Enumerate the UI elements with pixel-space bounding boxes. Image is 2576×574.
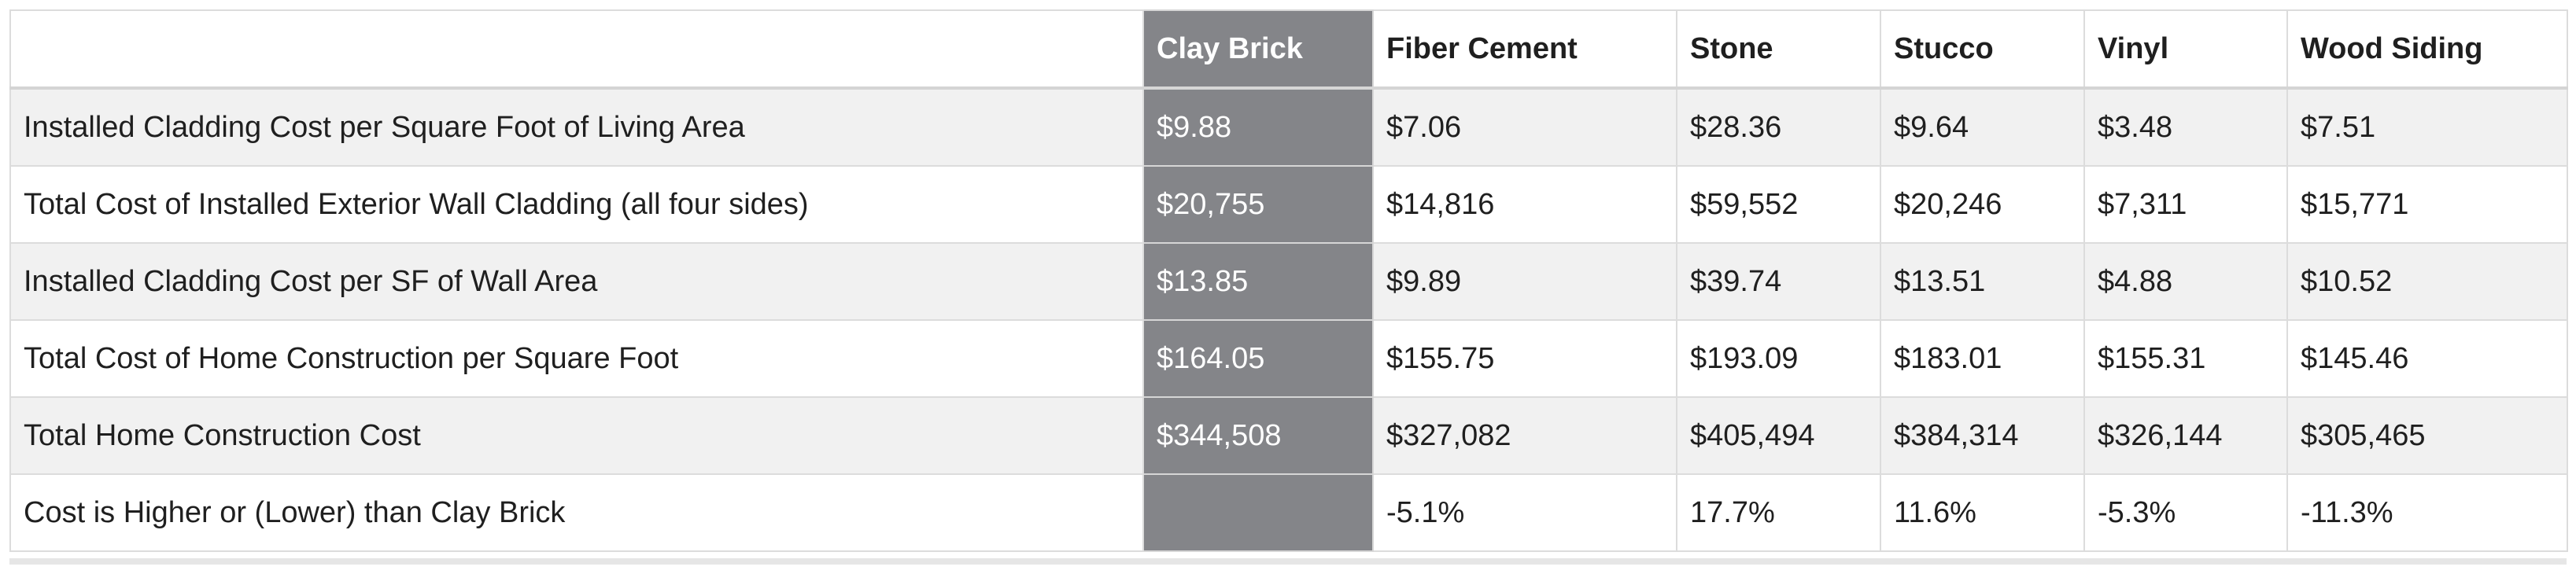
cell-stone: $193.09 [1676,319,1881,398]
cell-wood-siding: $305,465 [2286,396,2568,475]
cell-wood-siding: $145.46 [2286,319,2568,398]
cell-wood-siding: $10.52 [2286,242,2568,321]
cladding-cost-table-container: Clay Brick Fiber Cement Stone Stucco Vin… [9,9,2568,565]
table-row: Total Home Construction Cost $344,508 $3… [9,396,2568,475]
table-row: Installed Cladding Cost per SF of Wall A… [9,242,2568,321]
cell-wood-siding: $15,771 [2286,165,2568,244]
cell-fiber-cement: $14,816 [1372,165,1677,244]
cell-fiber-cement: $7.06 [1372,87,1677,167]
cell-stucco: $20,246 [1880,165,2085,244]
cell-wood-siding: $7.51 [2286,87,2568,167]
cell-clay-brick: $344,508 [1142,396,1374,475]
cell-vinyl: $155.31 [2083,319,2288,398]
header-blank [9,9,1144,90]
cladding-cost-table: Clay Brick Fiber Cement Stone Stucco Vin… [9,9,2568,552]
header-wood-siding: Wood Siding [2286,9,2568,90]
header-stone: Stone [1676,9,1881,90]
table-bottom-border [9,558,2567,565]
cell-stone: $28.36 [1676,87,1881,167]
cell-stucco: $9.64 [1880,87,2085,167]
header-clay-brick: Clay Brick [1142,9,1374,90]
cell-stucco: $183.01 [1880,319,2085,398]
cell-clay-brick: $9.88 [1142,87,1374,167]
cell-stone: $39.74 [1676,242,1881,321]
table-row: Total Cost of Installed Exterior Wall Cl… [9,165,2568,244]
cell-stone: 17.7% [1676,473,1881,552]
row-label: Total Cost of Installed Exterior Wall Cl… [9,165,1144,244]
table-row: Total Cost of Home Construction per Squa… [9,319,2568,398]
cell-vinyl: $326,144 [2083,396,2288,475]
cell-stone: $405,494 [1676,396,1881,475]
cell-fiber-cement: $327,082 [1372,396,1677,475]
cell-clay-brick: $20,755 [1142,165,1374,244]
row-label: Total Home Construction Cost [9,396,1144,475]
row-label: Total Cost of Home Construction per Squa… [9,319,1144,398]
row-label: Cost is Higher or (Lower) than Clay Bric… [9,473,1144,552]
cell-stucco: $13.51 [1880,242,2085,321]
cell-clay-brick [1142,473,1374,552]
header-fiber-cement: Fiber Cement [1372,9,1677,90]
cell-fiber-cement: -5.1% [1372,473,1677,552]
row-label: Installed Cladding Cost per Square Foot … [9,87,1144,167]
cell-fiber-cement: $155.75 [1372,319,1677,398]
cell-clay-brick: $13.85 [1142,242,1374,321]
header-stucco: Stucco [1880,9,2085,90]
cell-vinyl: $3.48 [2083,87,2288,167]
cell-vinyl: $7,311 [2083,165,2288,244]
cell-stucco: 11.6% [1880,473,2085,552]
cell-clay-brick: $164.05 [1142,319,1374,398]
cell-stucco: $384,314 [1880,396,2085,475]
cell-fiber-cement: $9.89 [1372,242,1677,321]
cell-wood-siding: -11.3% [2286,473,2568,552]
header-vinyl: Vinyl [2083,9,2288,90]
table-row: Installed Cladding Cost per Square Foot … [9,87,2568,167]
cell-vinyl: $4.88 [2083,242,2288,321]
table-row: Cost is Higher or (Lower) than Clay Bric… [9,473,2568,552]
cell-stone: $59,552 [1676,165,1881,244]
header-row: Clay Brick Fiber Cement Stone Stucco Vin… [9,9,2568,90]
cell-vinyl: -5.3% [2083,473,2288,552]
row-label: Installed Cladding Cost per SF of Wall A… [9,242,1144,321]
